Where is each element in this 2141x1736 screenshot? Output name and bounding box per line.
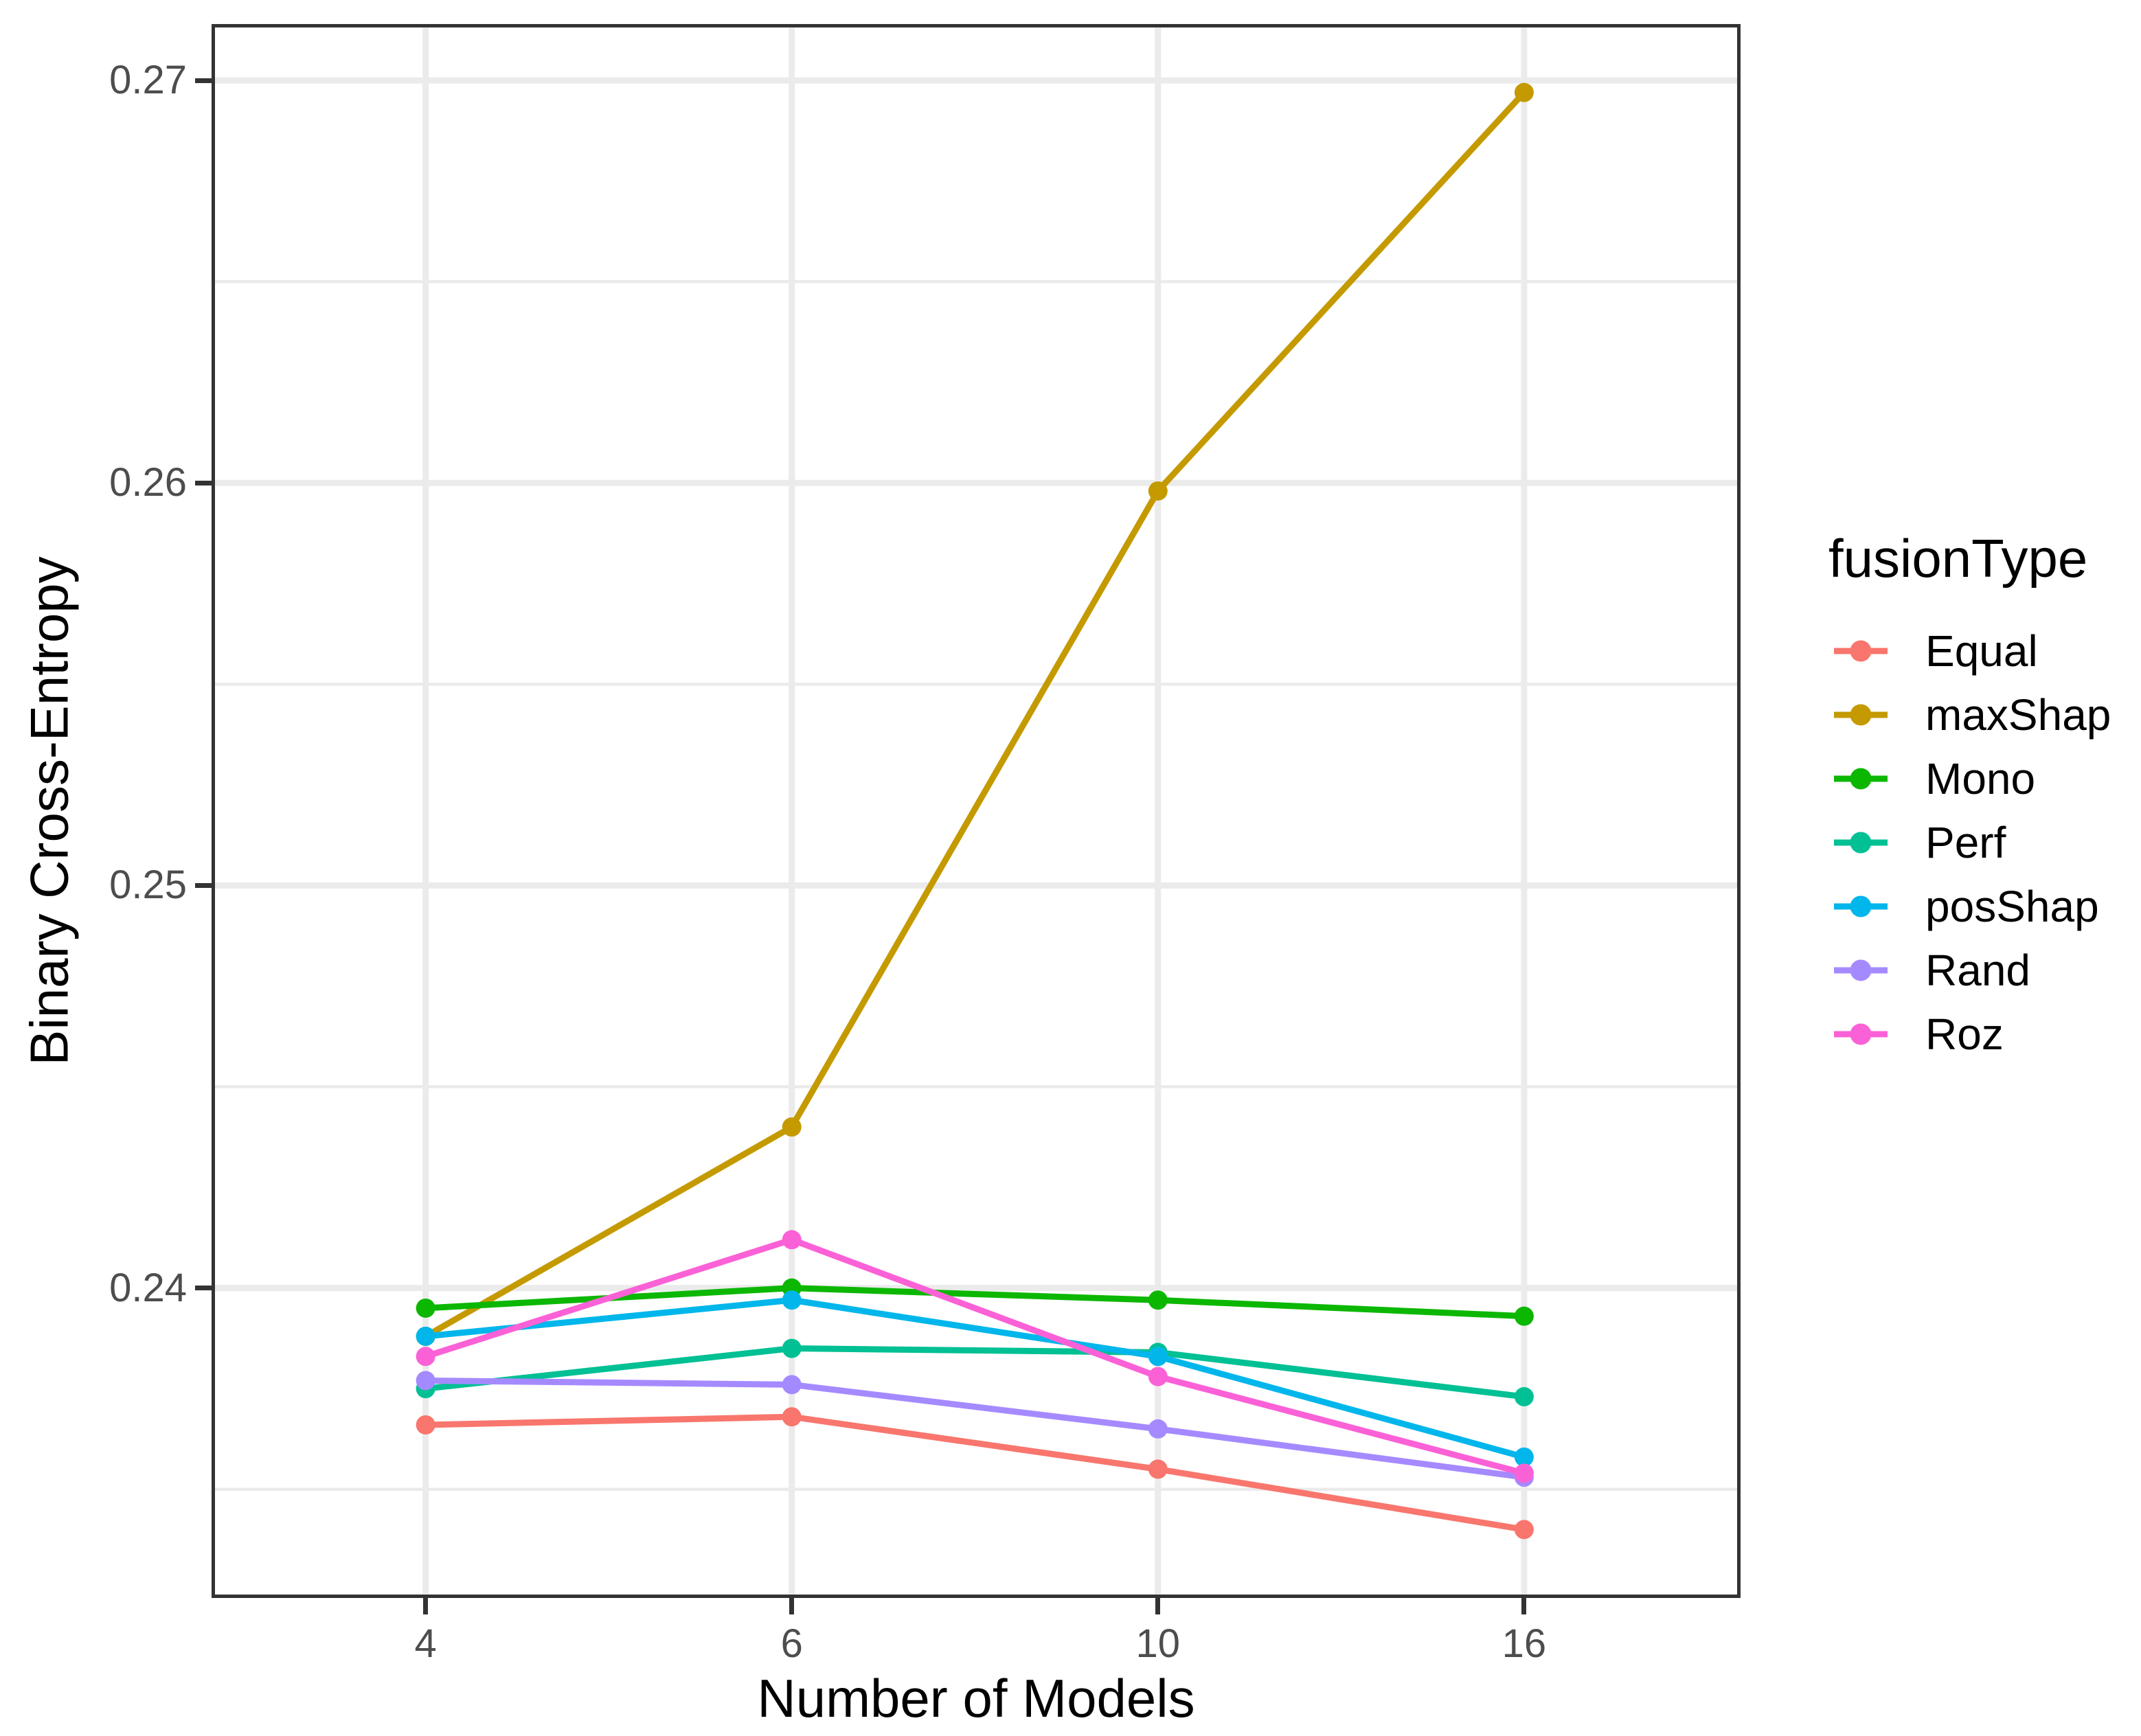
panel-border <box>212 24 1741 1598</box>
x-tick-label: 4 <box>414 1621 437 1666</box>
y-tick-label: 0.26 <box>109 460 187 505</box>
legend-key-dot <box>1850 1023 1872 1044</box>
x-tick-label: 10 <box>1135 1621 1181 1666</box>
data-point-Perf <box>1514 1386 1534 1406</box>
data-point-posShap <box>1514 1447 1534 1467</box>
legend-key <box>1834 955 1888 985</box>
legend-key-dot <box>1850 640 1872 661</box>
x-axis-title: Number of Models <box>757 1668 1195 1728</box>
x-tick-mark <box>1155 1598 1161 1614</box>
x-tick-mark <box>1521 1598 1527 1614</box>
data-point-Mono <box>416 1298 435 1318</box>
legend-item-Equal: Equal <box>1819 619 2141 683</box>
series-line-Roz <box>424 1236 1526 1476</box>
y-tick-mark <box>195 480 212 486</box>
series-line-posShap <box>425 1297 1526 1461</box>
legend-key-dot <box>1850 704 1872 725</box>
legend-item-Rand: Rand <box>1819 938 2141 1002</box>
legend-item-label: Perf <box>1925 817 2006 867</box>
legend-key <box>1834 764 1888 794</box>
legend-title: fusionType <box>1828 528 2088 589</box>
legend-item-label: Mono <box>1925 753 2036 803</box>
y-tick-label: 0.24 <box>109 1265 187 1310</box>
data-point-Roz <box>416 1347 435 1367</box>
data-point-Mono <box>1148 1290 1168 1310</box>
data-point-Equal <box>1514 1520 1534 1540</box>
series-line-Perf <box>425 1345 1525 1400</box>
legend-item-label: Equal <box>1925 626 2038 676</box>
data-point-Rand <box>1148 1419 1168 1439</box>
legend-item-label: posShap <box>1925 881 2099 931</box>
data-point-maxShap <box>1514 82 1534 102</box>
series-line-maxShap <box>424 90 1527 1339</box>
legend-key <box>1834 827 1888 858</box>
legend-key-dot <box>1850 832 1872 853</box>
legend-item-Mono: Mono <box>1819 746 2141 810</box>
x-tick-mark <box>423 1598 429 1614</box>
legend-key-dot <box>1850 895 1872 917</box>
legend-key-dot <box>1850 959 1872 981</box>
y-axis-title: Binary Cross-Entropy <box>19 556 80 1066</box>
series-line-Rand <box>425 1377 1525 1481</box>
plot-panel <box>212 24 1741 1598</box>
data-point-Rand <box>782 1375 802 1395</box>
data-point-Roz <box>1148 1367 1168 1386</box>
y-tick-label: 0.25 <box>109 863 187 908</box>
data-point-maxShap <box>1148 481 1168 501</box>
y-tick-mark <box>195 78 212 83</box>
data-point-Mono <box>1514 1306 1534 1326</box>
data-point-Equal <box>782 1407 802 1427</box>
legend-item-Roz: Roz <box>1819 1002 2141 1066</box>
y-tick-mark <box>195 1286 212 1291</box>
legend-item-label: Roz <box>1925 1009 2004 1059</box>
legend-item-Perf: Perf <box>1819 810 2141 874</box>
legend-item-label: maxShap <box>1925 689 2111 740</box>
legend-item-label: Rand <box>1925 945 2030 995</box>
data-point-posShap <box>416 1326 435 1346</box>
data-point-Rand <box>416 1371 435 1391</box>
legend-items: Equal maxShap Mono Perf posShap Rand Roz <box>1819 619 2141 1066</box>
data-point-Perf <box>782 1338 802 1358</box>
data-point-posShap <box>782 1290 802 1310</box>
x-tick-mark <box>789 1598 795 1614</box>
data-point-Equal <box>416 1415 435 1435</box>
legend-key <box>1834 1019 1888 1049</box>
legend-key <box>1834 700 1888 730</box>
legend-key-dot <box>1850 768 1872 789</box>
legend-item-maxShap: maxShap <box>1819 683 2141 746</box>
x-tick-label: 16 <box>1502 1621 1547 1666</box>
data-point-posShap <box>1148 1347 1168 1367</box>
data-point-Roz <box>782 1230 802 1250</box>
y-tick-mark <box>195 882 212 888</box>
x-tick-label: 6 <box>780 1621 803 1666</box>
series-line-Equal <box>425 1413 1525 1533</box>
legend-key <box>1834 891 1888 922</box>
data-point-Equal <box>1148 1459 1168 1479</box>
legend-item-posShap: posShap <box>1819 874 2141 938</box>
legend: fusionType Equal maxShap Mono Perf posShap Ra… <box>1819 527 2141 1066</box>
y-tick-label: 0.27 <box>109 58 187 103</box>
data-point-maxShap <box>782 1117 802 1137</box>
legend-key <box>1834 636 1888 666</box>
data-point-Roz <box>1514 1463 1534 1483</box>
